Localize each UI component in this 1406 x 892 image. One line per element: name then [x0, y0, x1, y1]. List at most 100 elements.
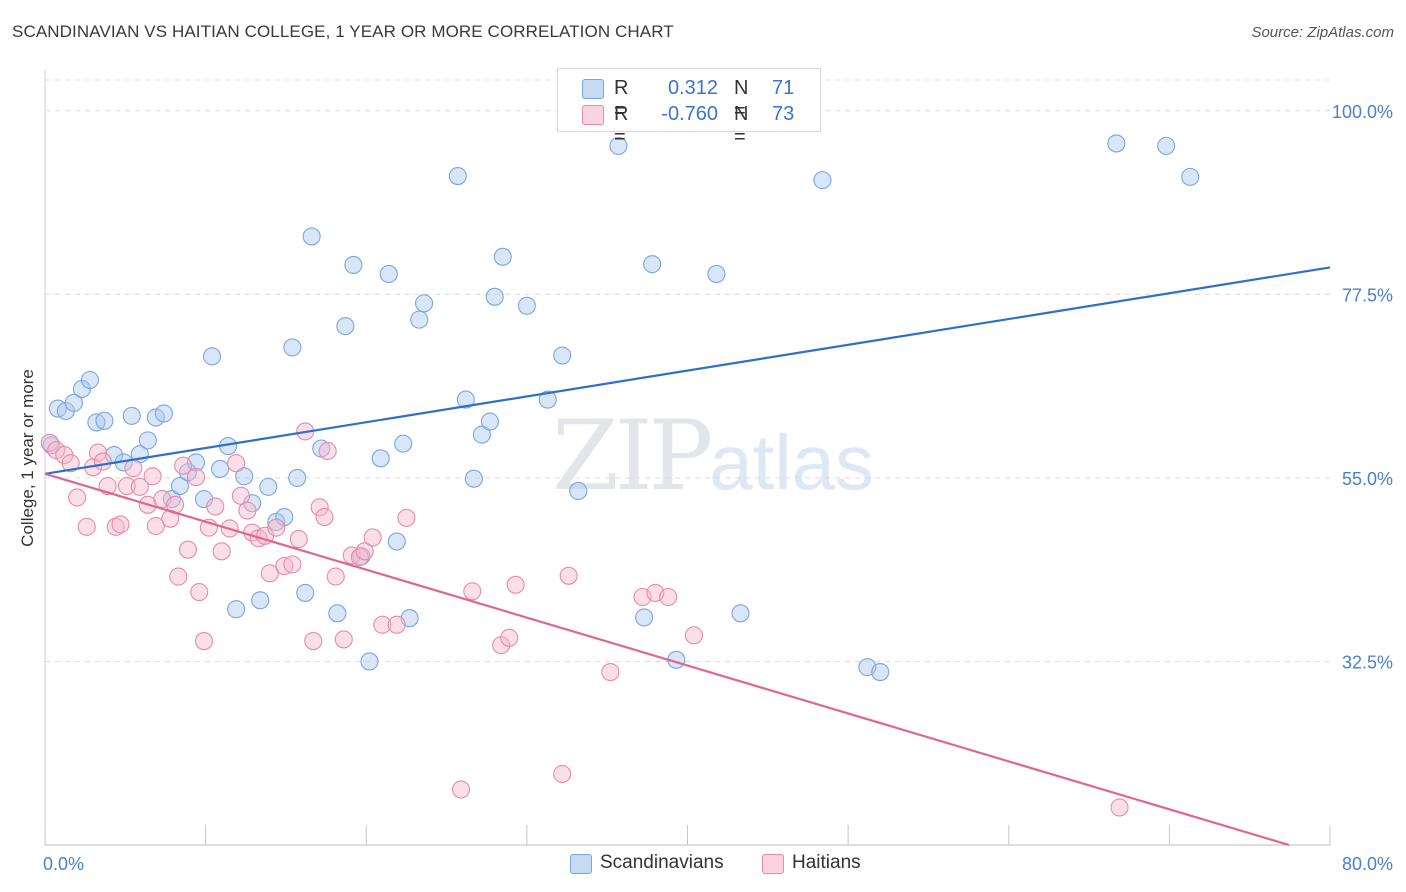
data-point-haitians — [143, 467, 162, 486]
data-point-scandinavians — [95, 411, 114, 430]
data-point-haitians — [350, 547, 369, 567]
data-point-scandinavians — [415, 294, 434, 313]
data-point-scandinavians — [387, 532, 406, 551]
data-point-haitians — [289, 530, 308, 549]
series-haitians — [40, 422, 1129, 817]
stats-legend: R = 0.312 N = 71 R = -0.760 N = 73 — [557, 68, 821, 148]
data-point-scandinavians — [553, 346, 572, 365]
legend-n-label: N = — [734, 77, 749, 122]
data-point-haitians — [318, 441, 337, 461]
data-point-scandinavians — [352, 547, 371, 566]
data-point-scandinavians — [203, 347, 222, 366]
trend-lines — [44, 266, 1331, 847]
data-point-haitians — [77, 517, 96, 536]
legend-r-value: -0.760 — [661, 103, 718, 125]
data-point-scandinavians — [731, 604, 750, 623]
data-point-scandinavians — [122, 406, 141, 425]
legend-label-scandinavians: Scandinavians — [600, 852, 724, 873]
data-point-haitians — [500, 628, 519, 647]
legend-n-value: 73 — [772, 103, 795, 125]
data-point-scandinavians — [448, 167, 467, 186]
legend-swatch-scandinavians — [582, 79, 604, 99]
data-point-haitians — [146, 516, 165, 536]
data-point-scandinavians — [813, 171, 832, 190]
data-point-scandinavians — [569, 481, 588, 500]
data-point-haitians — [61, 454, 80, 473]
data-point-haitians — [130, 477, 149, 496]
data-point-haitians — [106, 517, 125, 536]
data-point-haitians — [659, 587, 678, 607]
legend-r-value: 0.312 — [667, 77, 718, 99]
data-point-scandinavians — [251, 591, 270, 610]
legend-r-label: R = — [614, 103, 629, 148]
trend-line-haitians — [44, 472, 1290, 847]
data-point-scandinavians — [871, 663, 890, 682]
y-tick-label: 77.5% — [1342, 285, 1393, 305]
data-point-scandinavians — [493, 247, 512, 266]
data-point-scandinavians — [288, 468, 307, 487]
data-point-haitians — [601, 663, 620, 682]
data-point-scandinavians — [456, 390, 475, 409]
data-point-haitians — [304, 632, 323, 651]
legend-r-label: R = — [614, 77, 629, 122]
watermark-atlas: atlas — [709, 418, 874, 506]
data-point-scandinavians — [1107, 134, 1126, 153]
data-point-haitians — [283, 555, 302, 574]
data-point-haitians — [451, 780, 471, 799]
data-point-scandinavians — [328, 604, 347, 623]
y-tick-label: 32.5% — [1342, 652, 1393, 672]
data-point-scandinavians — [259, 477, 278, 496]
data-point-haitians — [186, 468, 206, 487]
data-point-haitians — [326, 567, 345, 586]
data-points — [40, 101, 1200, 817]
data-point-scandinavians — [64, 393, 83, 412]
data-point-haitians — [260, 564, 279, 583]
data-point-haitians — [373, 615, 392, 634]
chart-title: SCANDINAVIAN VS HAITIAN COLLEGE, 1 YEAR … — [12, 22, 674, 41]
data-point-haitians — [506, 575, 525, 594]
data-point-scandinavians — [394, 434, 413, 453]
legend-swatch-scandinavians — [570, 854, 592, 874]
data-point-haitians — [363, 528, 382, 547]
x-tick-label: 0.0% — [43, 854, 84, 874]
data-point-haitians — [194, 632, 214, 651]
data-point-scandinavians — [635, 608, 654, 627]
data-point-scandinavians — [472, 425, 491, 444]
data-point-scandinavians — [643, 255, 662, 274]
legend-n-value: 71 — [772, 77, 795, 99]
data-point-scandinavians — [480, 412, 499, 431]
data-point-scandinavians — [410, 310, 429, 329]
data-point-haitians — [124, 459, 143, 478]
x-tick-label: 80.0% — [1342, 854, 1393, 874]
legend-swatch-haitians — [582, 105, 604, 125]
data-point-haitians — [178, 540, 198, 559]
data-point-scandinavians — [371, 449, 390, 468]
data-point-scandinavians — [1181, 167, 1200, 186]
watermark: ZIPatlas — [552, 400, 874, 512]
y-tick-label: 55.0% — [1342, 469, 1393, 489]
data-point-haitians — [315, 508, 334, 527]
data-point-scandinavians — [360, 652, 379, 671]
y-axis-title: College, 1 year or more — [18, 369, 37, 547]
watermark-zip: ZIP — [552, 400, 713, 512]
data-point-haitians — [206, 497, 225, 516]
data-point-haitians — [559, 566, 578, 585]
data-point-haitians — [190, 583, 209, 602]
data-point-haitians — [174, 456, 193, 475]
legend-label-haitians: Haitians — [792, 852, 861, 873]
data-point-haitians — [227, 454, 246, 473]
data-point-haitians — [169, 567, 188, 586]
data-point-haitians — [68, 488, 87, 507]
data-point-scandinavians — [170, 477, 189, 496]
y-tick-label: 100.0% — [1332, 102, 1393, 122]
data-point-haitians — [40, 433, 59, 452]
data-point-scandinavians — [517, 296, 536, 315]
data-point-haitians — [387, 615, 406, 634]
data-point-scandinavians — [80, 370, 100, 390]
data-point-haitians — [117, 477, 136, 496]
data-point-scandinavians — [538, 390, 557, 409]
data-point-scandinavians — [379, 264, 398, 283]
data-point-haitians — [334, 630, 353, 649]
data-point-scandinavians — [227, 600, 246, 619]
